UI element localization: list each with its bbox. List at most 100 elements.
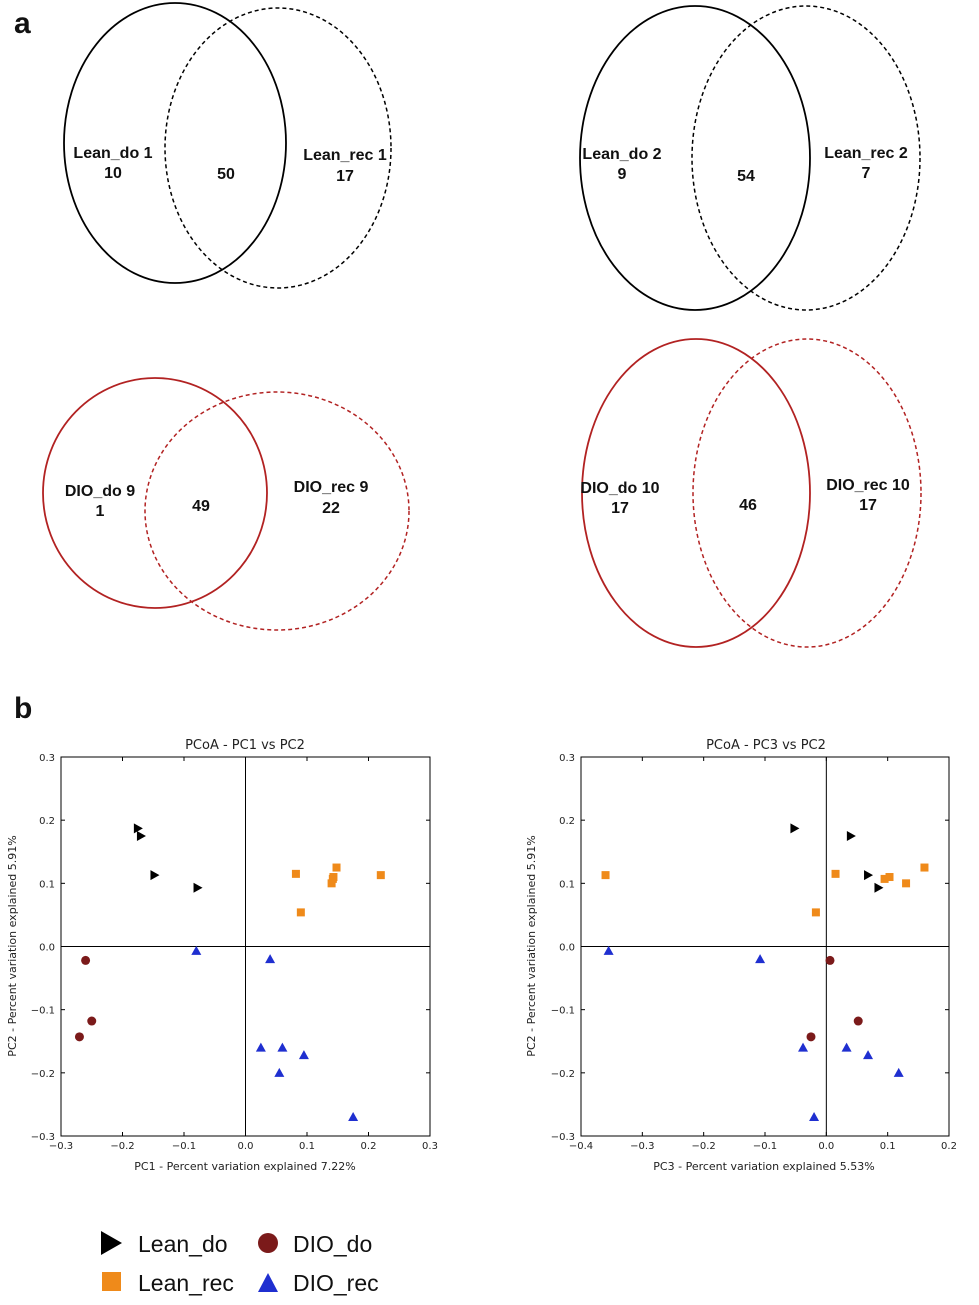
venn-dio-9: DIO_do 9 1 49 DIO_rec 9 22: [42, 377, 410, 631]
plot-1-ytick-label: 0.2: [39, 816, 55, 827]
venn-lean-1-right-name: Lean_rec 1: [303, 147, 387, 164]
venn-dio-10: DIO_do 10 17 46 DIO_rec 10 17: [580, 338, 922, 648]
venn-lean-2-right-count: 7: [862, 165, 871, 182]
plot-1-ytick-label: 0.0: [39, 943, 55, 954]
venn-dio-10-right-count: 17: [859, 497, 877, 514]
plot-2-xtick-label: 0.2: [941, 1141, 957, 1152]
plot-1-xtick-label: −0.1: [172, 1141, 196, 1152]
plot-2-point-dio-do: [853, 1016, 863, 1026]
plot-1-xtick-label: 0.0: [238, 1141, 254, 1152]
venn-dio-10-left-circle: [581, 338, 811, 648]
plot-2-ytick-label: 0.0: [559, 943, 575, 954]
venn-dio-10-right-circle: [692, 338, 922, 648]
legend: Lean_do DIO_do Lean_rec DIO_rec: [101, 1231, 379, 1296]
plot-1-point-dio-rec: [255, 1042, 266, 1052]
plot-2-point-lean-rec: [831, 869, 840, 878]
venn-dio-9-left-count: 1: [96, 503, 105, 520]
plot-1-point-dio-do: [81, 955, 91, 965]
plot-2-xtick-label: −0.3: [630, 1141, 654, 1152]
plot-2-ytick-label: 0.1: [559, 879, 575, 890]
plot-2-xtick-label: −0.2: [692, 1141, 716, 1152]
plot-1-xtick-label: 0.2: [361, 1141, 377, 1152]
plot-2-point-dio-rec: [893, 1067, 904, 1077]
plot-2-point-dio-rec: [603, 945, 614, 955]
plot-1-ytick-label: 0.1: [39, 879, 55, 890]
plot-2-ytick-label: −0.3: [551, 1132, 575, 1143]
plot-1-point-dio-rec: [191, 945, 202, 955]
pcoa-pc1-vs-pc2-plot: PCoA - PC1 vs PC2 PC1 - Percent variatio…: [6, 738, 438, 1173]
plot-1-ytick-label: −0.3: [31, 1132, 55, 1143]
venn-lean-1-right-count: 17: [336, 168, 354, 185]
plot-1-point-lean-do: [150, 870, 160, 881]
plot-2-xlabel: PC3 - Percent variation explained 5.53%: [653, 1160, 874, 1173]
plot-2-xtick-label: 0.0: [818, 1141, 834, 1152]
plot-1-ytick-label: −0.2: [31, 1069, 55, 1080]
venn-dio-9-left-name: DIO_do 9: [65, 483, 135, 500]
plot-1-point-lean-rec: [376, 871, 385, 880]
plot-1-ylabel: PC2 - Percent variation explained 5.91%: [6, 835, 19, 1056]
plot-1-point-dio-rec: [265, 954, 276, 964]
plot-2-ytick-label: 0.3: [559, 753, 575, 764]
venn-dio-10-right-name: DIO_rec 10: [826, 477, 910, 494]
plot-2-ytick-label: 0.2: [559, 816, 575, 827]
plot-1-title: PCoA - PC1 vs PC2: [185, 738, 305, 753]
venn-dio-9-left-circle: [42, 377, 268, 609]
venn-lean-2-shared-count: 54: [737, 168, 755, 185]
venn-dio-9-right-count: 22: [322, 500, 340, 517]
legend-lean-do-marker: [101, 1231, 122, 1255]
plot-2-title: PCoA - PC3 vs PC2: [706, 738, 826, 753]
venn-dio-10-left-count: 17: [611, 500, 629, 517]
plot-1-ytick-label: 0.3: [39, 753, 55, 764]
venn-lean-2-right-circle: [691, 5, 921, 311]
legend-lean-do-label: Lean_do: [138, 1231, 228, 1257]
plot-1-point-lean-rec: [327, 879, 336, 888]
venn-lean-2: Lean_do 2 9 54 Lean_rec 2 7: [579, 5, 921, 311]
plot-2-point-lean-rec: [601, 871, 610, 880]
plot-2-xtick-label: 0.1: [880, 1141, 896, 1152]
plot-2-point-lean-do: [790, 823, 800, 834]
venn-dio-10-left-name: DIO_do 10: [580, 480, 659, 497]
plot-2-point-dio-do: [825, 955, 835, 965]
plot-2-xtick-label: −0.1: [753, 1141, 777, 1152]
legend-dio-rec-label: DIO_rec: [293, 1270, 379, 1296]
venn-dio-9-shared-count: 49: [192, 498, 210, 515]
legend-dio-do-label: DIO_do: [293, 1231, 372, 1257]
plot-2-ylabel: PC2 - Percent variation explained 5.91%: [525, 835, 538, 1056]
plot-1-xtick-label: −0.3: [49, 1141, 73, 1152]
plot-1-xtick-label: 0.1: [299, 1141, 315, 1152]
plot-2-point-dio-do: [806, 1032, 816, 1042]
plot-2-point-lean-rec: [811, 908, 820, 917]
legend-dio-do-marker: [258, 1233, 278, 1253]
plot-2-xtick-label: −0.4: [569, 1141, 593, 1152]
panel-letter-a: a: [14, 7, 31, 40]
plot-2-point-dio-rec: [841, 1042, 852, 1052]
legend-lean-rec-marker: [102, 1272, 121, 1291]
plot-2-point-dio-rec: [798, 1042, 809, 1052]
plot-1-point-lean-rec: [291, 869, 300, 878]
plot-2-ytick-label: −0.2: [551, 1069, 575, 1080]
plot-2-point-dio-rec: [809, 1112, 820, 1122]
venn-lean-1-left-circle: [63, 2, 287, 284]
plot-2-ytick-label: −0.1: [551, 1006, 575, 1017]
panel-letter-b: b: [14, 692, 32, 725]
plot-2-point-lean-rec: [902, 879, 911, 888]
plot-1-point-lean-do: [193, 882, 203, 893]
legend-lean-rec-label: Lean_rec: [138, 1270, 234, 1296]
plot-2-point-lean-do: [864, 870, 874, 881]
plot-1-point-lean-rec: [332, 863, 341, 872]
plot-2-point-dio-rec: [755, 954, 766, 964]
venn-lean-2-right-name: Lean_rec 2: [824, 145, 908, 162]
venn-lean-1-right-circle: [164, 7, 392, 289]
venn-lean-2-left-name: Lean_do 2: [582, 146, 661, 163]
plot-1-point-lean-do: [136, 830, 146, 841]
pcoa-pc3-vs-pc2-plot: PCoA - PC3 vs PC2 PC3 - Percent variatio…: [525, 738, 957, 1173]
venn-dio-9-right-circle: [144, 391, 410, 631]
plot-1-point-dio-rec: [277, 1042, 288, 1052]
plot-1-point-dio-rec: [274, 1067, 285, 1077]
plot-1-xlabel: PC1 - Percent variation explained 7.22%: [134, 1160, 355, 1173]
venn-lean-2-left-circle: [579, 5, 811, 311]
plot-1-xtick-label: −0.2: [110, 1141, 134, 1152]
legend-dio-rec-marker: [258, 1273, 278, 1292]
plot-1-point-lean-do: [133, 823, 143, 834]
venn-dio-9-right-name: DIO_rec 9: [294, 479, 369, 496]
